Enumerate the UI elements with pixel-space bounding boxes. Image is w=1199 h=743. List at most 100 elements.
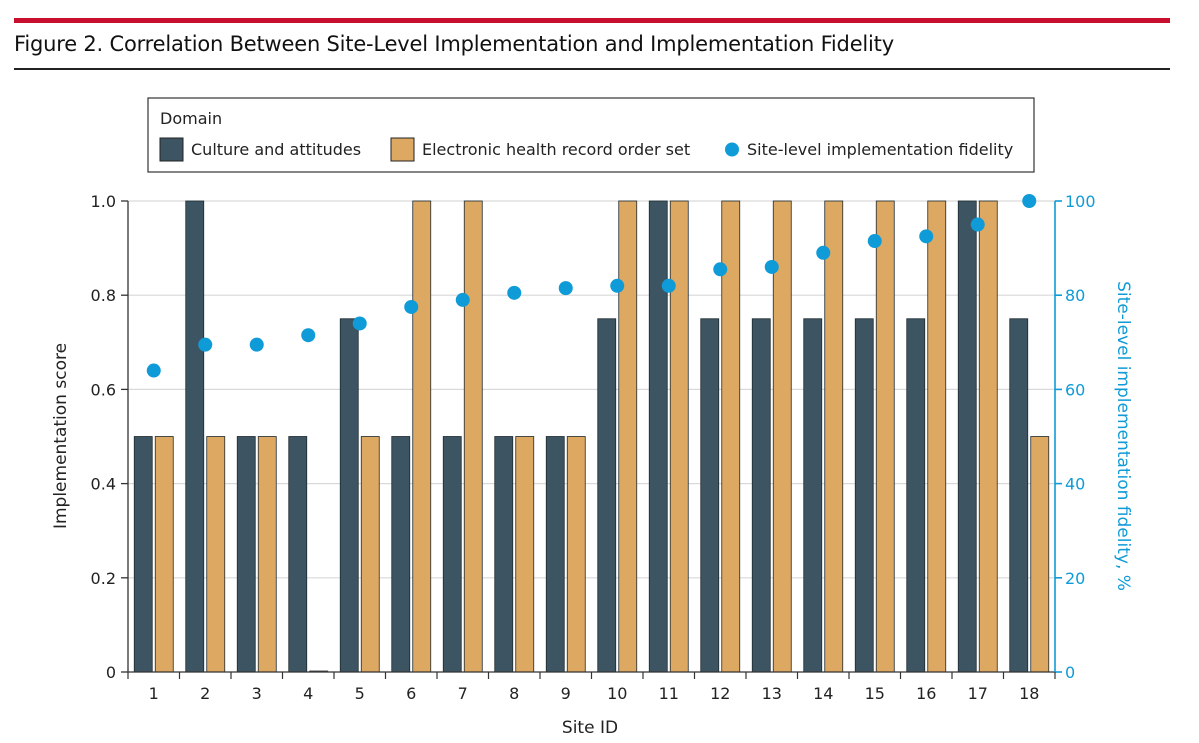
grid-layer [128, 200, 1055, 579]
legend-title: Domain [160, 109, 222, 128]
figure-title: Figure 2. Correlation Between Site-Level… [14, 32, 894, 56]
bar-culture [700, 318, 720, 673]
x-tick-label: 12 [710, 684, 730, 703]
fidelity-point [404, 299, 419, 314]
fidelity-point [867, 234, 882, 249]
bar-culture [1009, 318, 1029, 673]
fidelity-point [919, 229, 934, 244]
bar-ehr [463, 200, 483, 673]
y-tick-label: 0.8 [91, 286, 116, 305]
x-tick-label: 6 [406, 684, 416, 703]
fidelity-point [352, 316, 367, 331]
x-tick-label: 2 [200, 684, 210, 703]
fidelity-point [610, 278, 625, 293]
y2-tick-label: 20 [1065, 569, 1085, 588]
y2-tick-label: 0 [1065, 663, 1075, 682]
bar-culture [751, 318, 771, 673]
bar-ehr [1030, 436, 1050, 673]
legend-label-fidelity: Site-level implementation fidelity [747, 140, 1013, 159]
bar-ehr [257, 436, 277, 673]
fidelity-point [764, 259, 779, 274]
y2-tick-label: 40 [1065, 475, 1085, 494]
bar-ehr [566, 436, 586, 673]
points-layer [146, 194, 1037, 378]
bar-culture [648, 200, 668, 673]
fidelity-point [249, 337, 264, 352]
bar-ehr [618, 200, 638, 673]
x-tick-label: 16 [916, 684, 936, 703]
y2-tick-label: 60 [1065, 380, 1085, 399]
fidelity-point [713, 262, 728, 277]
bar-culture [957, 200, 977, 673]
x-tick-label: 8 [509, 684, 519, 703]
bar-ehr [515, 436, 535, 673]
x-tick-label: 14 [813, 684, 833, 703]
fidelity-point [198, 337, 213, 352]
fidelity-point [146, 363, 161, 378]
bar-culture [133, 436, 153, 673]
bar-ehr [978, 200, 998, 673]
legend-box [147, 97, 1035, 173]
y-axis-label: Implementation score [51, 343, 71, 529]
bar-culture [494, 436, 514, 673]
bar-culture [339, 318, 359, 673]
bar-ehr [412, 200, 432, 673]
fidelity-point [455, 292, 470, 307]
y-tick-label: 0.4 [91, 475, 116, 494]
x-tick-label: 1 [149, 684, 159, 703]
y-tick-label: 0.6 [91, 380, 116, 399]
bar-culture [391, 436, 411, 673]
x-axis-label: Site ID [562, 718, 618, 738]
legend-swatch-culture [159, 137, 184, 162]
bar-culture [236, 436, 256, 673]
x-tick-label: 18 [1019, 684, 1039, 703]
bar-ehr [927, 200, 947, 673]
x-tick-label: 5 [355, 684, 365, 703]
x-tick-label: 4 [303, 684, 313, 703]
bar-culture [185, 200, 205, 673]
fidelity-point [816, 245, 831, 260]
title-divider [14, 68, 1170, 70]
x-tick-label: 13 [762, 684, 782, 703]
bar-ehr [206, 436, 226, 673]
fidelity-point [301, 328, 316, 343]
y2-tick-label: 100 [1065, 192, 1096, 211]
top-accent-rule [14, 18, 1170, 23]
bar-culture [906, 318, 926, 673]
bar-culture [854, 318, 874, 673]
bar-culture [442, 436, 462, 673]
bar-culture [288, 436, 308, 673]
y-tick-label: 1.0 [91, 192, 116, 211]
x-tick-label: 7 [458, 684, 468, 703]
x-tick-label: 10 [607, 684, 627, 703]
legend-label-culture: Culture and attitudes [191, 140, 361, 159]
x-tick-label: 9 [561, 684, 571, 703]
bar-culture [545, 436, 565, 673]
y-tick-label: 0 [106, 663, 116, 682]
x-tick-label: 15 [865, 684, 885, 703]
bar-ehr [875, 200, 895, 673]
bar-ehr [669, 200, 689, 673]
fidelity-point [970, 217, 985, 232]
x-tick-label: 11 [659, 684, 679, 703]
legend-label-ehr: Electronic health record order set [422, 140, 690, 159]
x-tick-label: 17 [968, 684, 988, 703]
fidelity-point [661, 278, 676, 293]
bar-culture [803, 318, 823, 673]
bar-ehr [824, 200, 844, 673]
y2-tick-label: 80 [1065, 286, 1085, 305]
legend-marker-fidelity [725, 142, 739, 157]
bar-ehr [154, 436, 174, 673]
legend-swatch-ehr [390, 137, 415, 162]
x-tick-label: 3 [252, 684, 262, 703]
fidelity-point [507, 285, 522, 300]
y2-axis-label: Site-level implementation fidelity, % [1113, 281, 1133, 591]
bar-ehr [360, 436, 380, 673]
bars-layer [133, 200, 1050, 673]
y-tick-label: 0.2 [91, 569, 116, 588]
bar-culture [597, 318, 617, 673]
fidelity-point [1022, 194, 1037, 208]
fidelity-point [558, 281, 573, 296]
